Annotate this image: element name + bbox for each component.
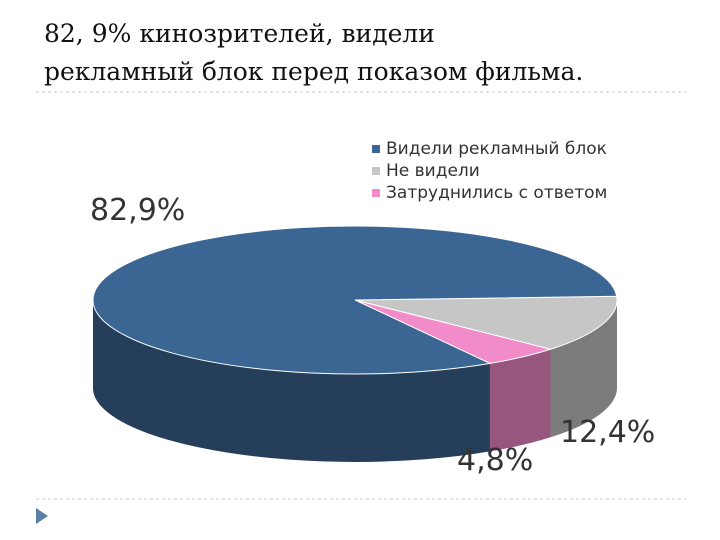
value-label: 82,9% <box>90 193 185 228</box>
value-label: 12,4% <box>560 415 655 450</box>
slice-side <box>550 300 617 438</box>
slice-side <box>93 300 490 462</box>
slice <box>354 295 618 350</box>
value-label: 4,8% <box>457 443 533 478</box>
title-line: рекламный блок перед показом фильма. <box>44 57 583 86</box>
legend-swatch <box>372 145 380 153</box>
pie <box>92 225 618 462</box>
slice-side <box>489 349 551 452</box>
legend-label: Не видели <box>386 161 480 181</box>
legend-swatch <box>372 167 380 175</box>
title-line: 82, 9% кинозрителей, видели <box>44 19 435 48</box>
slice <box>92 225 618 375</box>
legend-label: Затруднились с ответом <box>386 183 607 203</box>
bullet <box>36 508 48 524</box>
legend-swatch <box>372 189 380 197</box>
legend-label: Видели рекламный блок <box>386 139 607 159</box>
